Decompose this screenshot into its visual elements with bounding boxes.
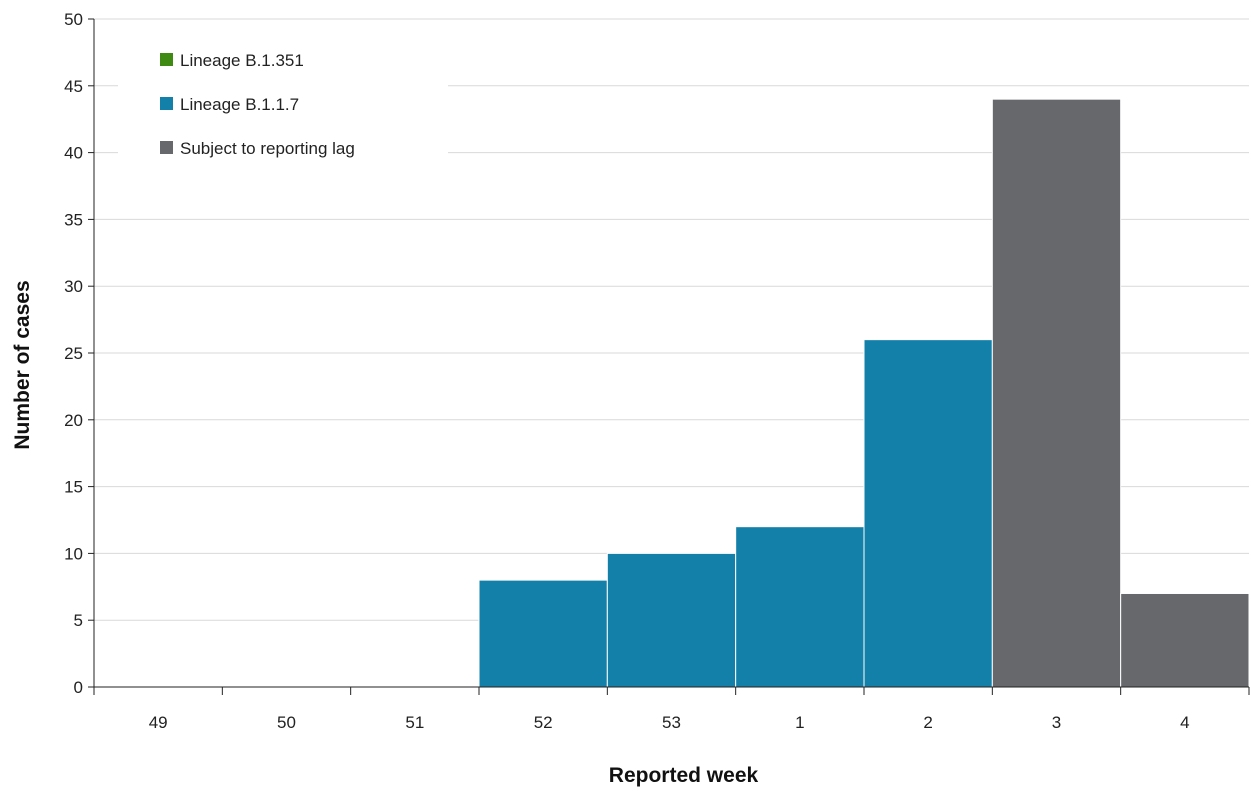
x-axis-title: Reported week: [609, 764, 759, 787]
bar: [735, 526, 865, 688]
y-tick-label: 10: [64, 544, 83, 563]
y-tick-label: 5: [74, 611, 83, 630]
legend-label: Subject to reporting lag: [180, 139, 355, 158]
y-tick-label: 45: [64, 77, 83, 96]
bars: [478, 98, 1250, 688]
axes: 0 5 10 15 20 25 30 35 40 45 50 49 50 51 52 53 1 2 3 4: [64, 10, 1250, 732]
gridlines: [94, 18, 1249, 621]
x-tick-label: 52: [534, 713, 553, 732]
y-tick-label: 25: [64, 344, 83, 363]
legend-label: Lineage B.1.1.7: [180, 95, 299, 114]
x-tick-label: 4: [1180, 713, 1189, 732]
x-tick-label: 2: [923, 713, 932, 732]
x-tick-label: 53: [662, 713, 681, 732]
legend-label: Lineage B.1.351: [180, 51, 304, 70]
legend: Lineage B.1.351 Lineage B.1.1.7 Subject to…: [118, 38, 448, 180]
y-tick-label: 30: [64, 277, 83, 296]
x-tick-label: 3: [1052, 713, 1061, 732]
bar: [606, 552, 737, 688]
bar: [1120, 592, 1250, 688]
y-tick-label: 0: [74, 678, 83, 697]
bar: [863, 339, 993, 688]
bar: [991, 98, 1122, 688]
legend-swatch: [160, 141, 173, 154]
x-tick-label: 49: [149, 713, 168, 732]
y-axis-title: Number of cases: [11, 280, 34, 449]
legend-swatch: [160, 53, 173, 66]
x-tick-label: 51: [405, 713, 424, 732]
y-tick-label: 35: [64, 210, 83, 229]
x-tick-label: 1: [795, 713, 804, 732]
y-tick-label: 15: [64, 478, 83, 497]
legend-swatch: [160, 97, 173, 110]
x-tick-label: 50: [277, 713, 296, 732]
y-tick-label: 20: [64, 411, 83, 430]
y-tick-label: 40: [64, 144, 83, 163]
bar: [478, 579, 608, 688]
y-tick-label: 50: [64, 10, 83, 29]
